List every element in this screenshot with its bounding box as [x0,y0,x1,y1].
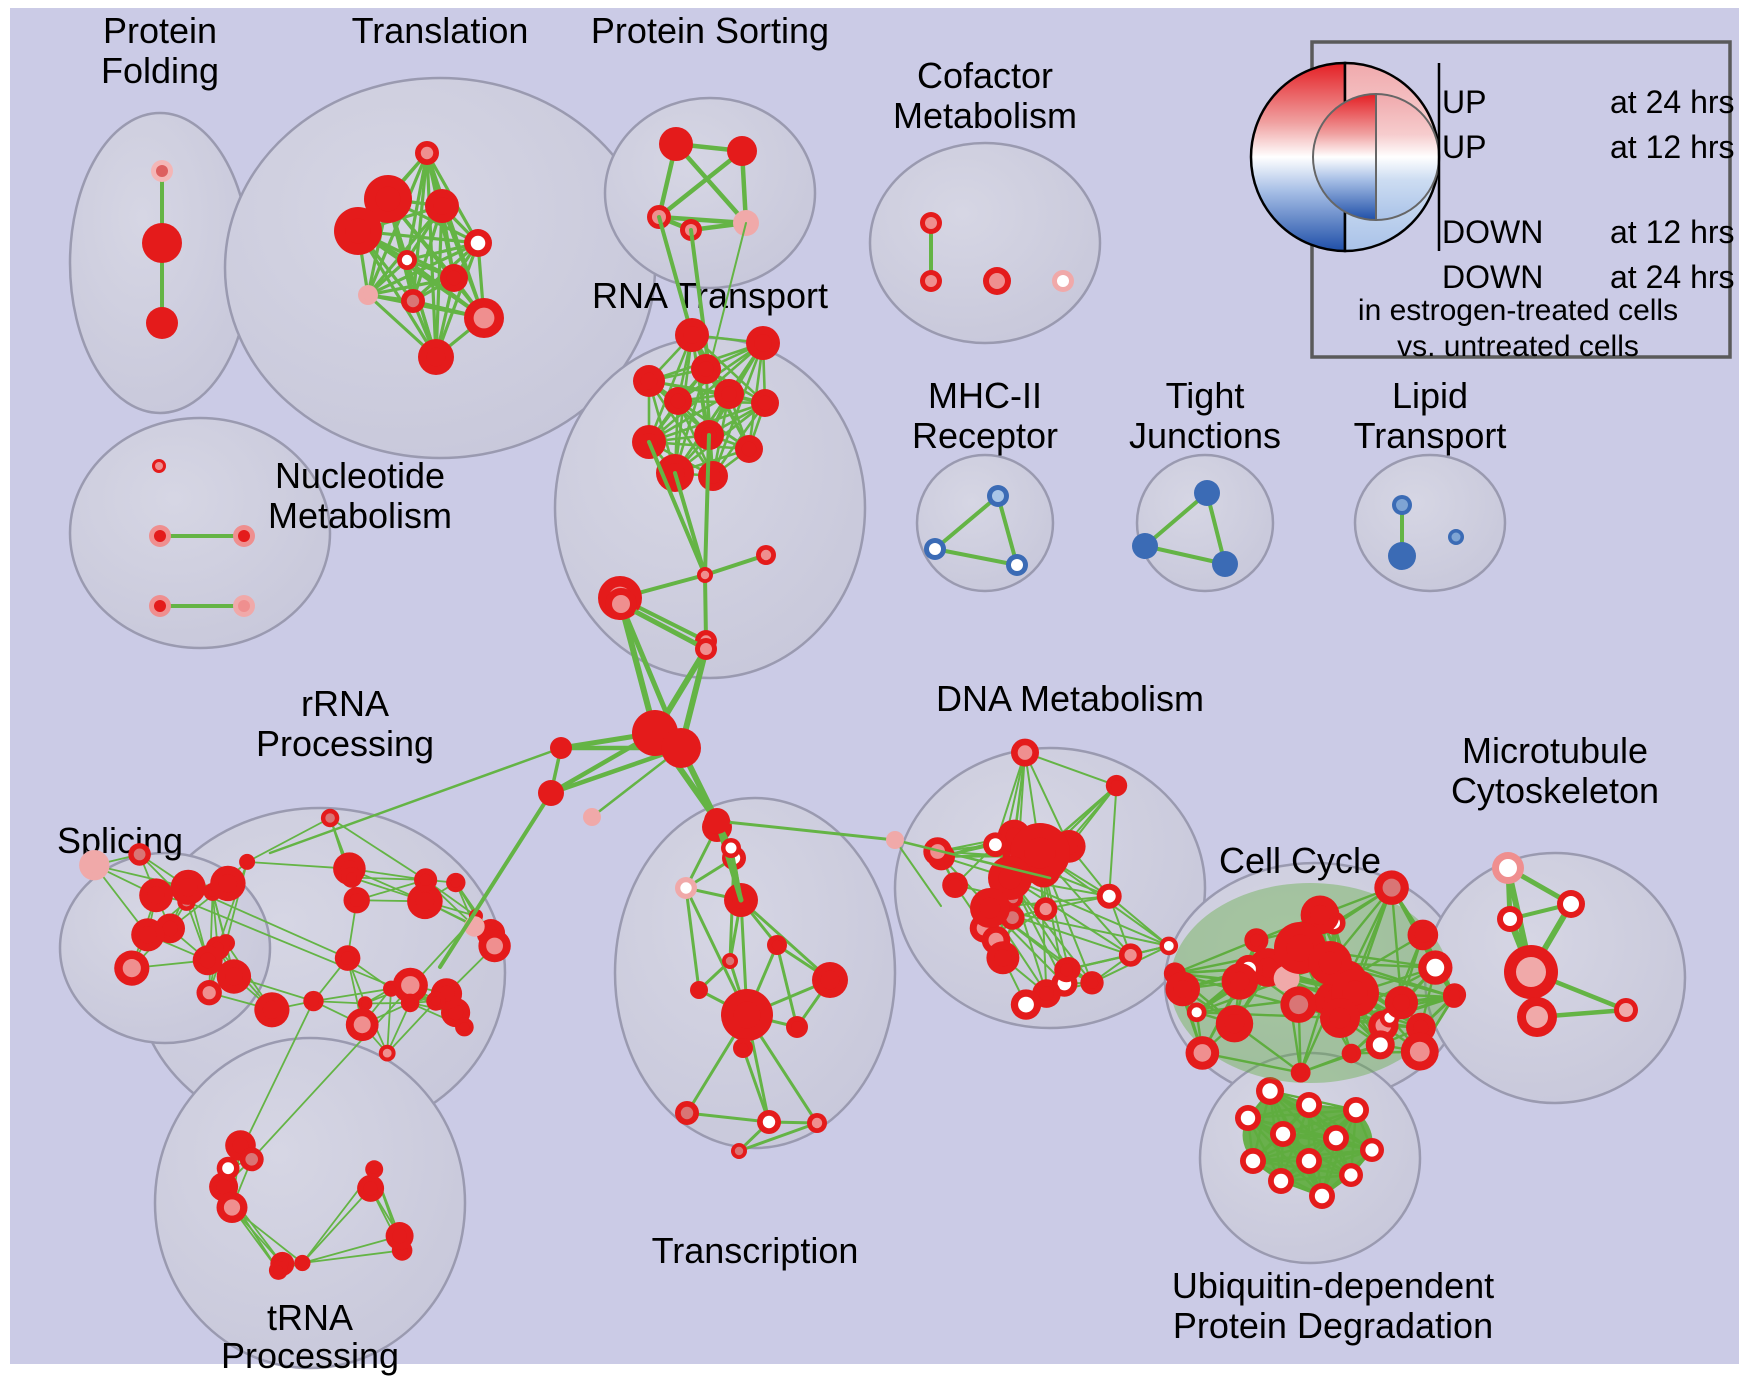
svg-text:vs. untreated cells: vs. untreated cells [1397,330,1639,363]
svg-text:Splicing: Splicing [57,820,183,861]
svg-text:Ubiquitin-dependent: Ubiquitin-dependent [1172,1265,1494,1306]
svg-text:MHC-II: MHC-II [928,375,1042,416]
svg-text:Processing: Processing [256,723,434,764]
svg-text:Protein Degradation: Protein Degradation [1173,1305,1493,1346]
svg-text:Cell Cycle: Cell Cycle [1219,840,1381,881]
svg-text:Tight: Tight [1166,375,1245,416]
svg-text:Protein: Protein [103,10,217,51]
svg-text:Transcription: Transcription [652,1230,859,1271]
svg-text:Cytoskeleton: Cytoskeleton [1451,770,1659,811]
svg-text:Lipid: Lipid [1392,375,1468,416]
svg-text:UP: UP [1442,129,1486,165]
svg-text:in estrogen-treated cells: in estrogen-treated cells [1358,294,1678,327]
svg-text:tRNA: tRNA [267,1297,353,1338]
svg-text:Transport: Transport [1354,415,1507,456]
svg-text:Microtubule: Microtubule [1462,730,1648,771]
svg-text:Protein Sorting: Protein Sorting [591,10,829,51]
svg-text:Nucleotide: Nucleotide [275,455,445,496]
svg-text:Processing: Processing [221,1335,399,1376]
svg-text:RNA Transport: RNA Transport [592,275,828,316]
svg-text:Receptor: Receptor [912,415,1058,456]
svg-text:Translation: Translation [352,10,529,51]
svg-text:Metabolism: Metabolism [893,95,1077,136]
svg-text:at 12 hrs: at 12 hrs [1610,214,1735,250]
svg-text:at 12 hrs: at 12 hrs [1610,129,1735,165]
svg-text:rRNA: rRNA [301,683,389,724]
svg-text:DOWN: DOWN [1442,214,1543,250]
svg-text:DNA Metabolism: DNA Metabolism [936,678,1204,719]
svg-text:UP: UP [1442,84,1486,120]
svg-text:DOWN: DOWN [1442,259,1543,295]
svg-text:at 24 hrs: at 24 hrs [1610,84,1735,120]
svg-text:at 24 hrs: at 24 hrs [1610,259,1735,295]
svg-text:Junctions: Junctions [1129,415,1281,456]
svg-text:Cofactor: Cofactor [917,55,1053,96]
svg-text:Metabolism: Metabolism [268,495,452,536]
svg-text:Folding: Folding [101,50,219,91]
